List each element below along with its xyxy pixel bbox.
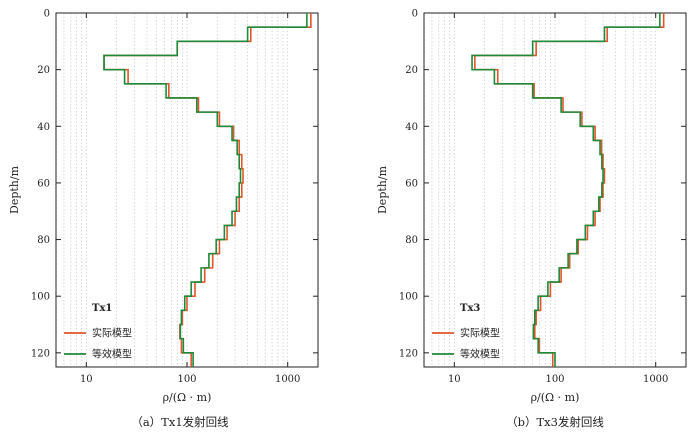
y-tick-label: 0 <box>412 9 418 20</box>
x-tick-label: 100 <box>177 374 196 385</box>
series-line-equivalent <box>103 13 308 367</box>
legend-title: Tx3 <box>460 303 480 314</box>
x-tick-label: 1000 <box>643 374 668 385</box>
legend-label: 实际模型 <box>460 327 500 340</box>
y-tick-label: 80 <box>405 235 418 246</box>
figure-caption: （a）Tx1发射回线 <box>131 415 229 429</box>
legend-label: 等效模型 <box>92 348 132 361</box>
figure-caption: （b）Tx3发射回线 <box>506 415 604 429</box>
y-tick-label: 40 <box>405 122 418 133</box>
y-tick-label: 40 <box>37 122 50 133</box>
y-tick-label: 60 <box>405 178 418 189</box>
y-tick-label: 20 <box>37 65 50 76</box>
y-tick-label: 60 <box>37 178 50 189</box>
y-tick-label: 120 <box>31 348 50 359</box>
y-axis-title: Depth/m <box>376 165 389 214</box>
chart-panel-b: 0 20 40 60 80 100 120 10 100 1000 Depth/m ρ/(Ω · m)… <box>376 9 687 429</box>
legend-label: 实际模型 <box>92 327 132 340</box>
legend-label: 等效模型 <box>460 348 500 361</box>
x-tick-label: 10 <box>448 374 461 385</box>
x-axis-title: ρ/(Ω · m) <box>163 391 212 404</box>
y-axis-title: Depth/m <box>8 165 21 214</box>
x-tick-label: 100 <box>545 374 564 385</box>
y-tick-label: 120 <box>399 348 418 359</box>
y-tick-label: 100 <box>31 292 50 303</box>
x-tick-label: 10 <box>80 374 93 385</box>
y-tick-label: 100 <box>399 292 418 303</box>
series-line-equivalent <box>471 13 661 367</box>
series-line-actual <box>103 13 312 367</box>
y-tick-label: 20 <box>405 65 418 76</box>
y-tick-label: 0 <box>44 9 50 20</box>
x-tick-label: 1000 <box>275 374 300 385</box>
chart-panel-a: 0 20 40 60 80 100 120 10 100 1000 Depth/m ρ/(Ω · m)… <box>8 9 319 429</box>
y-tick-label: 80 <box>37 235 50 246</box>
series-line-actual <box>474 13 665 367</box>
x-axis-title: ρ/(Ω · m) <box>531 391 580 404</box>
legend-title: Tx1 <box>92 303 112 314</box>
